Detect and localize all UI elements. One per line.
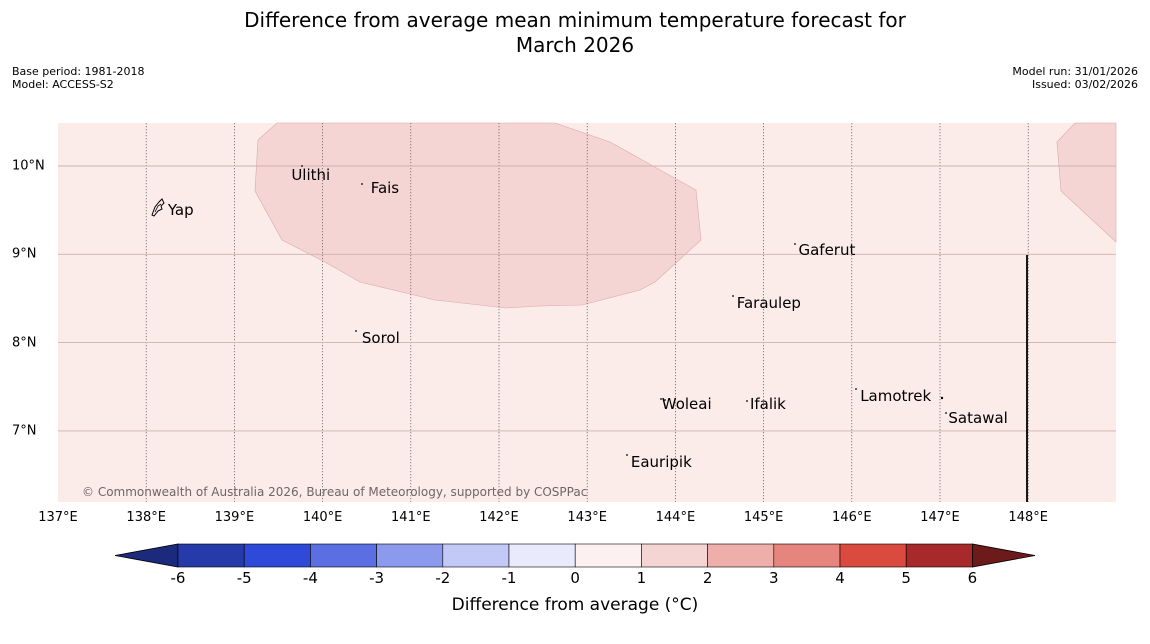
colorbar-segment — [905, 543, 973, 568]
elato-dot — [940, 396, 944, 400]
x-tick-label: 142°E — [479, 510, 519, 525]
y-tick-label: 9°N — [12, 246, 37, 262]
place-label-woleai: Woleai — [661, 395, 712, 414]
colorbar-tick-label: 3 — [769, 569, 779, 587]
colorbar-segment — [442, 543, 510, 568]
y-tick-label: 8°N — [12, 335, 37, 351]
place-label-ulithi: Ulithi — [291, 165, 331, 184]
place-label-gaferut: Gaferut — [798, 240, 856, 259]
chart-title: Difference from average mean minimum tem… — [0, 8, 1150, 58]
y-tick-label: 10°N — [12, 158, 45, 174]
colorbar-tick-label: 6 — [967, 569, 978, 587]
place-label-ifalik: Ifalik — [749, 395, 786, 414]
colorbar-tick-label: -6 — [170, 569, 186, 587]
place-label-fais: Fais — [370, 179, 400, 198]
fais-dot — [361, 183, 363, 185]
colorbar-tick-label: -2 — [435, 569, 451, 587]
title-line-2: March 2026 — [515, 33, 635, 57]
place-label-yap: Yap — [167, 201, 194, 220]
colorbar-segment — [376, 543, 444, 568]
x-tick-label: 145°E — [743, 510, 784, 525]
yap-island-outline — [151, 198, 165, 217]
place-label-eauripik: Eauripik — [630, 452, 692, 471]
gridlines — [58, 123, 1116, 502]
x-tick-label: 147°E — [920, 510, 960, 525]
colorbar-segment — [707, 543, 775, 568]
lamotrek-dot — [855, 388, 857, 390]
place-label-sorol: Sorol — [361, 329, 400, 348]
colorbar-title: Difference from average (°C) — [451, 595, 699, 615]
colorbar-segment — [310, 543, 377, 568]
model-name: Model: ACCESS-S2 — [12, 78, 114, 91]
x-tick-label: 146°E — [832, 510, 872, 525]
ifalik-dot — [746, 400, 748, 402]
title-line-1: Difference from average mean minimum tem… — [244, 8, 906, 32]
colorbar — [114, 543, 1036, 568]
gaferut-dot — [794, 243, 796, 245]
place-label-faraulep: Faraulep — [736, 293, 801, 312]
colorbar-segment — [641, 543, 708, 568]
yap-island-inner — [154, 203, 162, 213]
woleai-dot-1 — [660, 398, 662, 400]
warm-region-central — [254, 122, 702, 309]
x-tick-label: 144°E — [655, 510, 696, 525]
eauripik-dot — [626, 454, 628, 456]
colorbar-over-triangle — [972, 543, 1036, 568]
place-label-lamotrek: Lamotrek — [860, 386, 932, 405]
colorbar-segment — [839, 543, 907, 568]
colorbar-tick-label: -4 — [302, 569, 318, 587]
colorbar-tick-label: 1 — [636, 569, 647, 587]
place-label-satawal: Satawal — [948, 408, 1008, 427]
meta-left: Base period: 1981-2018 Model: ACCESS-S2 — [12, 65, 144, 91]
x-tick-label: 143°E — [567, 510, 607, 525]
colorbar-tick-label: 4 — [835, 569, 845, 587]
island-markers — [151, 165, 947, 456]
copyright-notice: © Commonwealth of Australia 2026, Bureau… — [82, 485, 588, 499]
colorbar-segment — [243, 543, 311, 568]
satawal-dot — [945, 412, 947, 414]
sorol-dot — [355, 330, 357, 332]
x-tick-label: 141°E — [391, 510, 431, 525]
colorbar-tick-label: -1 — [501, 569, 517, 587]
colorbar-tick-label: 5 — [901, 569, 911, 587]
colorbar-tick-label: 2 — [702, 569, 713, 587]
colorbar-tick-label: 0 — [570, 569, 580, 587]
ulithi-dot — [301, 165, 303, 167]
base-period: Base period: 1981-2018 — [12, 65, 145, 78]
x-tick-label: 137°E — [38, 510, 78, 525]
warm-region-northeast — [1056, 122, 1117, 243]
x-tick-label: 139°E — [214, 510, 255, 525]
warm-anomaly-regions — [254, 122, 1117, 309]
y-tick-label: 7°N — [12, 423, 37, 439]
x-tick-label: 148°E — [1008, 510, 1048, 525]
colorbar-tick-label: -3 — [369, 569, 385, 587]
meta-right: Model run: 31/01/2026 Issued: 03/02/2026 — [1012, 65, 1138, 91]
x-tick-label: 140°E — [302, 510, 343, 525]
woleai-dot-2 — [664, 399, 666, 401]
colorbar-segment — [508, 543, 576, 568]
colorbar-segment — [773, 543, 841, 568]
colorbar-segment — [177, 543, 245, 568]
faraulep-dot — [732, 295, 734, 297]
model-run: Model run: 31/01/2026 — [1012, 65, 1138, 78]
colorbar-segment — [574, 543, 642, 568]
issued-date: Issued: 03/02/2026 — [1031, 78, 1138, 91]
x-tick-label: 138°E — [126, 510, 166, 525]
colorbar-tick-label: -5 — [236, 569, 252, 587]
colorbar-under-triangle — [114, 543, 179, 568]
